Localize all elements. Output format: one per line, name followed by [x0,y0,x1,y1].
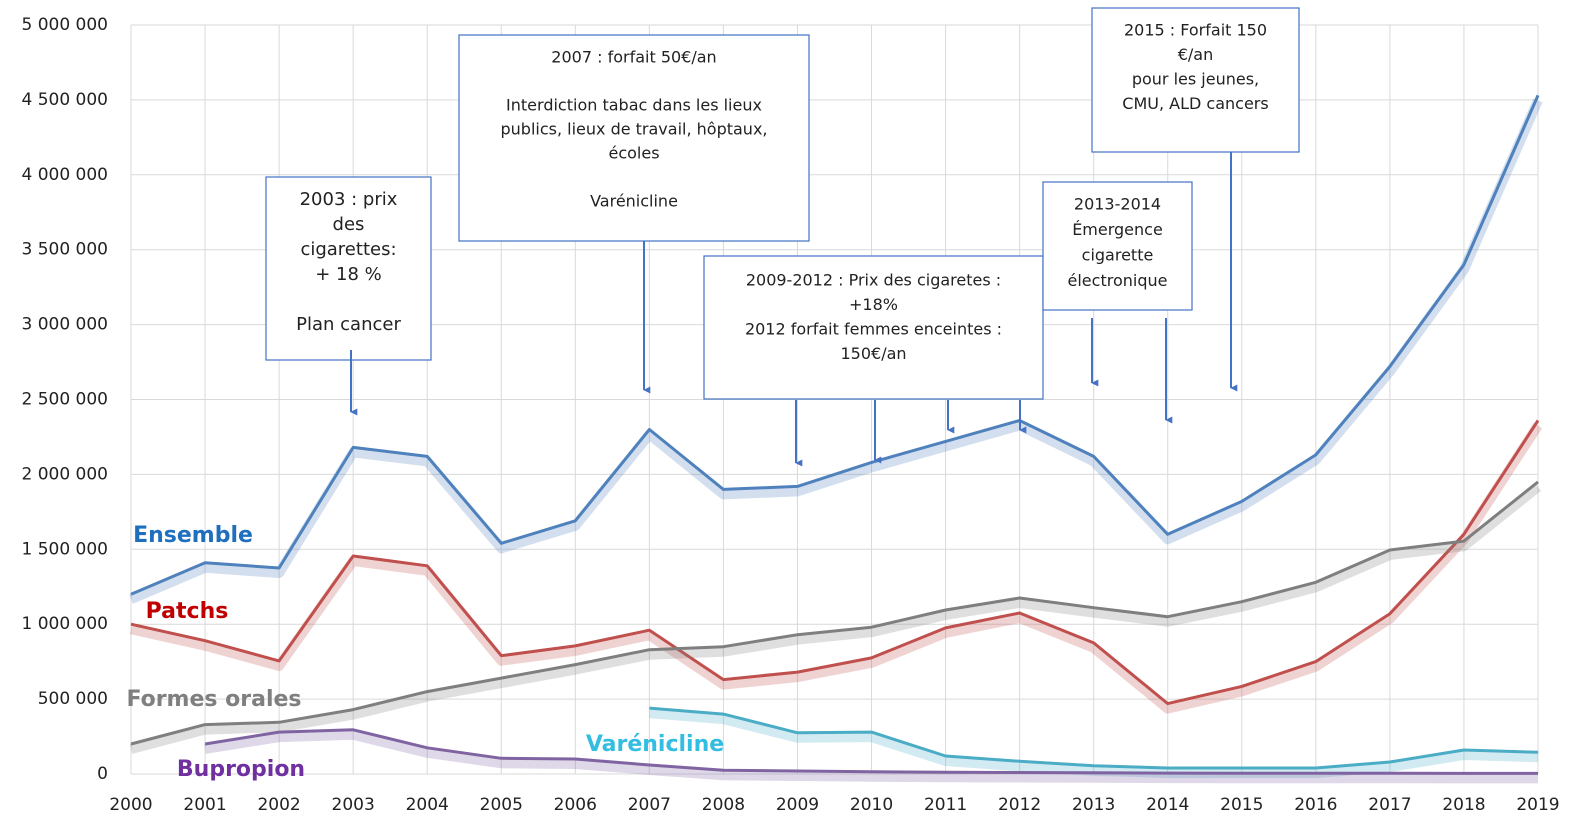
annotation-text: +18% [849,295,898,314]
series-label: Formes orales [126,687,301,712]
annotation-text: Varénicline [590,192,678,211]
annotation-box [265,176,432,361]
y-tick-label: 5 000 000 [21,15,108,35]
x-tick-label: 2010 [850,795,893,815]
x-tick-label: 2013 [1072,795,1115,815]
annotation-text: + 18 % [315,264,382,285]
annotation-box [703,255,1044,400]
annotation-text: Plan cancer [296,314,401,335]
x-tick-label: 2016 [1294,795,1337,815]
annotation-text: 2013-2014 [1074,195,1161,214]
y-tick-label: 500 000 [38,689,108,709]
x-tick-label: 2015 [1220,795,1263,815]
annotation-text: 2015 : Forfait 150 [1124,21,1267,40]
series-glow [648,708,1539,778]
annotation-text: électronique [1068,271,1168,290]
x-tick-label: 2001 [183,795,226,815]
x-tick-label: 2008 [702,795,745,815]
series-line [130,480,1539,746]
x-tick-label: 2007 [628,795,671,815]
annotation-text: cigarettes: [300,239,396,260]
x-tick-label: 2002 [257,795,300,815]
x-tick-label: 2009 [776,795,819,815]
series-line [204,728,1538,775]
annotation-text: 2007 : forfait 50€/an [551,48,716,67]
x-tick-label: 2019 [1516,795,1559,815]
annotation-text: 2009-2012 : Prix des cigaretes : [746,271,1001,290]
y-tick-label: 1 000 000 [21,614,108,634]
annotation-text: Émergence [1072,220,1163,239]
annotation-text: Interdiction tabac dans les lieux [506,96,762,115]
series-label: Patchs [146,599,229,624]
annotation-text: pour les jeunes, [1132,70,1259,89]
annotation-text: écoles [608,144,659,163]
series-glow [129,98,1543,604]
annotation-box [458,34,810,242]
series-label: Varénicline [586,732,724,757]
annotation-text: 150€/an [840,344,906,363]
x-tick-label: 2017 [1368,795,1411,815]
x-tick-label: 2000 [109,795,152,815]
series-line [130,94,1540,596]
annotation-text: des [333,214,365,235]
y-tick-label: 2 000 000 [21,464,108,484]
y-tick-label: 3 500 000 [21,240,108,260]
series-label: Ensemble [133,523,253,548]
x-tick-label: 2003 [332,795,375,815]
x-tick-label: 2011 [924,795,967,815]
annotation-text: 2003 : prix [300,189,398,210]
annotation-text: publics, lieux de travail, hôptaux, [500,120,767,139]
y-tick-label: 2 500 000 [21,390,108,410]
series-glow [129,422,1543,714]
x-tick-label: 2012 [998,795,1041,815]
y-tick-label: 3 000 000 [21,315,108,335]
annotation-text: 2012 forfait femmes enceintes : [745,320,1002,339]
series-line [649,706,1539,770]
annotation-box [1091,7,1300,153]
y-tick-label: 0 [97,764,108,784]
x-tick-label: 2018 [1442,795,1485,815]
annotation-text: cigarette [1082,246,1154,265]
series-glow [204,729,1538,784]
series-line [130,419,1540,706]
y-tick-label: 1 500 000 [21,539,108,559]
series-glow [129,482,1542,754]
y-tick-label: 4 500 000 [21,90,108,110]
annotation-text: €/an [1178,45,1214,64]
x-tick-label: 2006 [554,795,597,815]
annotation-text: CMU, ALD cancers [1122,94,1268,113]
series-label: Bupropion [177,757,305,782]
x-tick-label: 2004 [406,795,449,815]
y-tick-label: 4 000 000 [21,165,108,185]
x-tick-label: 2005 [480,795,523,815]
x-tick-label: 2014 [1146,795,1189,815]
annotation-box [1042,181,1193,311]
